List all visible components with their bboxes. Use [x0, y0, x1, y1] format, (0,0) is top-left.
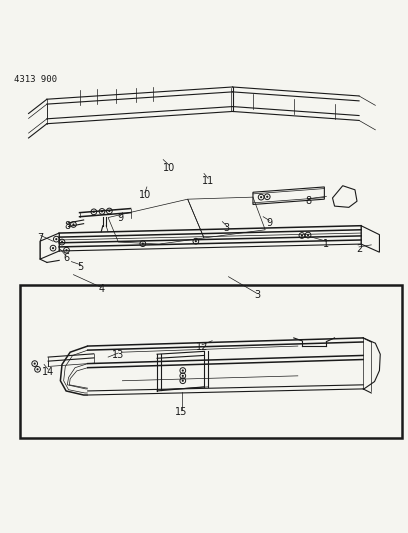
Circle shape — [36, 368, 39, 370]
Circle shape — [182, 369, 184, 372]
Text: 8: 8 — [305, 196, 311, 206]
Circle shape — [55, 238, 58, 240]
Text: 2: 2 — [356, 244, 362, 254]
Text: 9: 9 — [117, 213, 124, 223]
Text: 11: 11 — [202, 176, 214, 186]
Circle shape — [142, 243, 144, 245]
Text: 13: 13 — [112, 350, 124, 360]
Circle shape — [307, 234, 309, 236]
Text: 6: 6 — [63, 253, 69, 263]
Text: 12: 12 — [196, 342, 208, 352]
Circle shape — [182, 379, 184, 382]
Text: 1: 1 — [323, 239, 330, 249]
Circle shape — [33, 362, 36, 365]
Text: 8: 8 — [64, 221, 71, 231]
Text: 4: 4 — [98, 284, 104, 294]
Circle shape — [72, 223, 75, 225]
Text: 3: 3 — [254, 290, 260, 300]
Bar — [20, 285, 402, 438]
Circle shape — [101, 211, 103, 213]
Circle shape — [182, 375, 184, 377]
Text: 10: 10 — [139, 190, 151, 200]
Text: 4313 900: 4313 900 — [14, 75, 57, 84]
Text: 7: 7 — [38, 233, 44, 243]
Text: 15: 15 — [175, 407, 188, 417]
Circle shape — [65, 249, 68, 251]
Text: 10: 10 — [163, 163, 175, 173]
Circle shape — [260, 196, 262, 198]
Circle shape — [108, 210, 111, 212]
Circle shape — [93, 211, 95, 213]
Circle shape — [195, 240, 197, 243]
Text: 14: 14 — [42, 367, 54, 377]
Text: 5: 5 — [78, 262, 84, 272]
Text: 9: 9 — [266, 218, 273, 228]
Circle shape — [301, 235, 303, 237]
Circle shape — [266, 196, 268, 198]
Text: 3: 3 — [223, 223, 230, 233]
Circle shape — [61, 241, 63, 243]
Circle shape — [52, 247, 54, 249]
